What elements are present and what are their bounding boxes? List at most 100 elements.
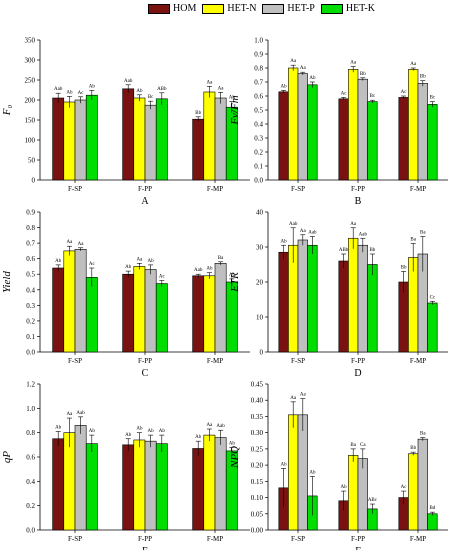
legend-item-het-k: HET-K <box>320 3 375 14</box>
panel-a-significance-label: Ab <box>66 90 73 95</box>
panel-b-significance-label: Aa <box>410 62 417 67</box>
panel-e-bar-het-p-f-sp <box>74 425 87 531</box>
panel-f-xtick-label: F-PP <box>351 535 365 543</box>
panel-e-bar-het-n-f-mp <box>203 434 216 531</box>
panel-a-letter: A <box>141 196 149 207</box>
panel-b-significance-label: Bb <box>420 75 426 80</box>
panel-d-significance-label: Ba <box>410 238 416 243</box>
panel-d-significance-label: ABb <box>339 248 349 253</box>
panel-a-bar-het-p-f-pp <box>144 104 157 181</box>
panel-b-significance-label: Aa <box>350 61 357 66</box>
panel-a-xtick-label: F-PP <box>138 185 152 193</box>
panel-f-bar-het-p-f-pp <box>357 458 368 531</box>
panel-c-ytick-label: 0.4 <box>26 286 35 294</box>
panel-e-bar-hom-f-pp <box>122 444 135 531</box>
panel-c-ylabel: Yield <box>1 271 13 293</box>
panel-a-bar-het-p-f-sp <box>74 99 87 181</box>
panel-c-bar-hom-f-mp <box>192 275 205 353</box>
panel-c-bar-het-k-f-sp <box>85 277 98 353</box>
panel-f-significance-label: Ba <box>350 443 356 448</box>
legend-item-hom: HOM <box>148 3 196 14</box>
panel-b-ytick-label: 0.8 <box>254 65 263 73</box>
panel-c-bar-het-p-f-sp <box>74 249 87 353</box>
panel-b-ytick-label: 0.1 <box>254 163 263 171</box>
panel-a-significance-label: Ab <box>229 96 236 101</box>
panel-a-significance-label: Bc <box>148 95 154 100</box>
panel-c-ytick-label: 0.2 <box>26 317 35 325</box>
panel-e-significance-label: Ab <box>55 425 62 430</box>
panel-e-significance-label: Ab <box>148 429 155 434</box>
panel-d-bar-het-n-f-pp <box>348 237 359 353</box>
panel-a-bar-het-n-f-mp <box>203 91 216 181</box>
panel-a-significance-label: Aab <box>54 87 63 92</box>
panel-c-significance-label: Ab <box>125 265 132 270</box>
panel-c-ytick-label: 0.0 <box>26 349 35 357</box>
panel-f-xtick-label: F-SP <box>291 535 305 543</box>
panel-f-bar-het-p-f-mp <box>417 438 428 531</box>
panel-a-ylabel: F₀ <box>1 105 13 117</box>
panel-e-ytick-label: 0.0 <box>26 527 35 535</box>
panel-d-significance-label: Aa <box>300 229 307 234</box>
panel-d-bar-het-k-f-mp <box>427 302 438 353</box>
panel-e-letter: E <box>142 546 148 550</box>
panel-f-significance-label: Bb <box>410 446 416 451</box>
panel-c-significance-label: Ab <box>206 267 213 272</box>
panel-b-significance-label: Aa <box>290 59 297 64</box>
legend-swatch-hom <box>148 3 170 14</box>
legend-label-het-k: HET-K <box>345 3 375 14</box>
panel-d-bar-hom-f-pp <box>338 260 349 353</box>
panel-e-bar-het-n-f-pp <box>133 439 146 531</box>
panel-c-ytick-label: 0.8 <box>26 224 35 232</box>
panel-b-ytick-label: 0.5 <box>254 107 263 115</box>
panel-a-bar-hom-f-mp <box>192 118 205 181</box>
panel-e-significance-label: Ab <box>89 429 96 434</box>
panel-e-significance-label: Aa <box>206 423 213 428</box>
panel-e-bar-het-p-f-pp <box>144 440 157 531</box>
panel-c-ytick-label: 0.6 <box>26 255 35 263</box>
panel-f-ytick-label: 0.15 <box>251 478 264 486</box>
panel-e-significance-label: Aab <box>76 411 85 416</box>
panel-f-significance-label: Ab <box>309 470 316 475</box>
panel-d-bar-het-n-f-mp <box>408 257 419 353</box>
panel-a-significance-label: Aab <box>124 79 133 84</box>
panel-c-bar-het-n-f-sp <box>63 250 76 353</box>
panel-a-xtick-label: F-SP <box>68 185 82 193</box>
panel-a-ytick-label: 50 <box>28 157 36 165</box>
panel-d-bar-het-k-f-sp <box>307 244 318 353</box>
panel-b-letter: B <box>355 196 362 207</box>
panel-d-letter: D <box>354 368 361 379</box>
panel-b-significance-label: Ac <box>401 90 408 95</box>
panel-b-bar-het-k-f-pp <box>367 101 378 181</box>
panel-a-ytick-label: 100 <box>25 137 36 145</box>
panel-d-ytick-label: 40 <box>256 209 264 217</box>
panel-b-ytick-label: 0.3 <box>254 135 263 143</box>
legend-swatch-het-k <box>320 3 343 14</box>
panel-d-bar-het-p-f-pp <box>357 244 368 353</box>
panel-e-significance-label: Ab <box>229 441 236 446</box>
panel-c-significance-label: Ac <box>89 262 96 267</box>
panel-c-bar-het-p-f-mp <box>214 263 227 353</box>
panel-f-ytick-label: 0.45 <box>251 381 264 389</box>
panel-d-significance-label: Bb <box>369 248 375 253</box>
panel-f-ytick-label: 0.00 <box>251 527 264 535</box>
panel-a-ytick-label: 250 <box>25 77 36 85</box>
panel-d-significance-label: Aab <box>308 231 317 236</box>
panel-a-significance-label: Ab <box>136 89 143 94</box>
panel-b-ytick-label: 0.7 <box>254 79 263 87</box>
panel-a-xtick-label: F-MP <box>207 185 223 193</box>
panel-c-significance-label: Aa <box>66 240 73 245</box>
panel-b-bar-het-p-f-sp <box>297 73 308 181</box>
panel-c-significance-label: Ac <box>159 274 166 279</box>
legend-item-het-p: HET-P <box>262 3 315 14</box>
panel-f-significance-label: Ca <box>360 443 366 448</box>
panel-f-bar-het-k-f-mp <box>427 513 438 531</box>
panel-f-ytick-label: 0.35 <box>251 413 264 421</box>
panel-a-ytick-label: 350 <box>25 37 36 45</box>
panel-f-ytick-label: 0.20 <box>251 462 264 470</box>
panel-e-xtick-label: F-MP <box>207 535 223 543</box>
panel-b-significance-label: Ab <box>281 84 288 89</box>
panel-a-significance-label: Aa <box>218 86 225 91</box>
panel-c-ytick-label: 0.5 <box>26 271 35 279</box>
panel-b-bar-het-p-f-mp <box>417 83 428 181</box>
